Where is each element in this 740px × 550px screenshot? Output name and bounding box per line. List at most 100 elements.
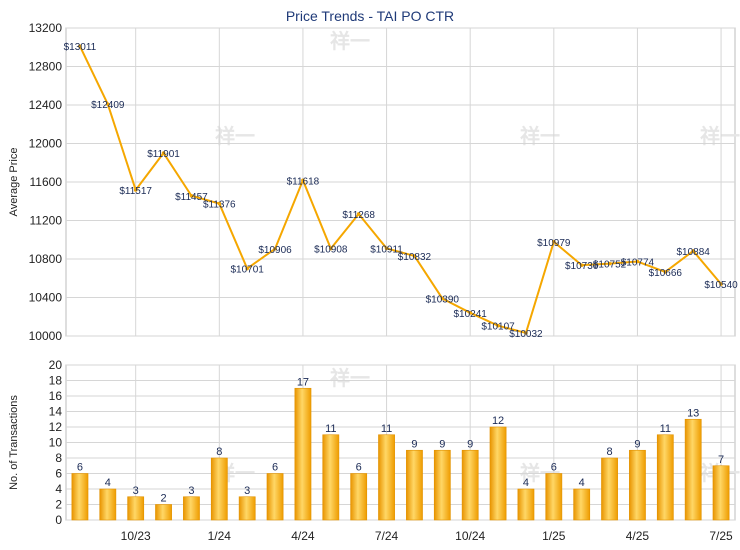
transactions-y-tick-label: 14 (49, 405, 63, 419)
price-point (552, 239, 556, 244)
price-point (663, 270, 668, 274)
price-data-label: $11618 (287, 176, 320, 187)
transactions-x-tick-label: 4/25 (626, 529, 650, 543)
transactions-y-tick-label: 6 (55, 467, 62, 481)
transactions-bar (99, 488, 117, 521)
price-point (217, 201, 222, 206)
transactions-bar (656, 434, 674, 521)
transactions-data-label: 8 (216, 446, 222, 458)
transactions-y-tick-label: 12 (49, 420, 63, 434)
transactions-bar (517, 488, 535, 521)
transactions-data-label: 6 (272, 462, 278, 474)
transactions-bar (266, 473, 284, 521)
price-data-label: $10390 (426, 294, 460, 305)
price-watermark: 祥一 (215, 124, 255, 148)
price-point (635, 259, 640, 264)
transactions-x-tick-label: 10/24 (455, 529, 485, 543)
transactions-data-label: 3 (188, 485, 194, 497)
transactions-data-label: 17 (297, 376, 309, 388)
price-point (356, 212, 361, 216)
transactions-y-tick-label: 20 (49, 358, 63, 372)
price-y-axis-label: Average Price (8, 148, 20, 217)
price-y-tick-label: 11600 (30, 175, 63, 189)
price-data-label: $10540 (704, 280, 738, 291)
transactions-data-label: 9 (634, 438, 640, 450)
price-data-label: $10906 (258, 245, 292, 256)
transactions-bar (322, 434, 340, 521)
price-point (273, 246, 277, 251)
transactions-data-label: 13 (687, 407, 699, 419)
transactions-x-tick-label: 7/25 (709, 529, 733, 543)
transactions-x-tick-label: 4/24 (291, 529, 315, 543)
price-data-label: $10032 (509, 329, 543, 340)
transactions-data-label: 4 (523, 477, 529, 489)
transactions-bar (601, 457, 618, 521)
price-data-label: $13011 (64, 42, 97, 53)
transactions-y-tick-label: 10 (49, 436, 63, 450)
price-data-label: $11457 (175, 192, 208, 203)
price-y-tick-label: 13200 (29, 21, 63, 35)
price-data-label: $10241 (454, 309, 488, 320)
price-point (301, 178, 305, 183)
price-y-tick-label: 10800 (29, 252, 63, 266)
price-y-tick-label: 12400 (29, 98, 63, 112)
transactions-data-label: 4 (105, 477, 111, 489)
transactions-watermark: 祥一 (330, 366, 370, 390)
price-y-tick-label: 10000 (29, 329, 63, 343)
price-data-label: $10979 (537, 238, 571, 249)
price-y-tick-label: 12800 (29, 60, 63, 74)
transactions-data-label: 11 (325, 423, 336, 435)
transactions-bar (294, 387, 312, 521)
price-point (691, 249, 695, 253)
transactions-x-tick-label: 7/24 (375, 529, 399, 543)
price-data-label: $11268 (342, 210, 375, 221)
transactions-y-tick-label: 2 (55, 498, 62, 512)
price-data-label: $11517 (119, 186, 152, 197)
transactions-data-label: 6 (77, 462, 83, 474)
transactions-bar (433, 449, 451, 521)
price-series-line (79, 45, 722, 334)
price-point (161, 151, 166, 155)
transactions-bar (684, 418, 702, 521)
transactions-bar (127, 496, 145, 521)
price-data-label: $10832 (398, 252, 432, 263)
transactions-x-tick-label: 1/24 (208, 529, 232, 543)
transactions-data-label: 2 (161, 493, 167, 505)
price-point (412, 254, 417, 258)
price-point (496, 323, 500, 328)
price-point (607, 261, 612, 266)
price-watermark: 祥一 (330, 29, 370, 53)
price-point (78, 44, 82, 48)
price-data-label: $10701 (231, 265, 265, 276)
transactions-bar (489, 426, 507, 521)
price-y-tick-label: 11200 (30, 214, 63, 228)
price-data-label: $10666 (649, 268, 683, 279)
price-point (133, 188, 138, 192)
price-point (384, 246, 389, 251)
price-point (440, 296, 445, 301)
transactions-bar (71, 473, 89, 521)
price-y-tick-label: 12000 (29, 137, 63, 151)
price-point (189, 193, 194, 198)
price-point (245, 266, 249, 271)
transactions-y-axis-label: No. of Transactions (8, 395, 20, 490)
transactions-bar (238, 496, 256, 521)
transactions-data-label: 11 (381, 423, 392, 435)
transactions-data-label: 12 (492, 415, 504, 427)
transactions-y-tick-label: 4 (55, 482, 62, 496)
transactions-bar (406, 449, 423, 521)
price-point (719, 282, 723, 286)
price-data-label: $10736 (565, 261, 599, 272)
price-watermark: 祥一 (700, 124, 740, 148)
transactions-bar (712, 465, 730, 521)
price-data-label: $11901 (147, 149, 180, 160)
price-data-label: $11376 (203, 200, 236, 211)
transactions-bar (155, 504, 172, 521)
price-point (524, 331, 528, 335)
transactions-data-label: 4 (579, 477, 585, 489)
price-data-label: $10774 (621, 258, 655, 269)
transactions-data-label: 6 (551, 462, 557, 474)
transactions-data-label: 6 (356, 462, 362, 474)
transactions-data-label: 9 (411, 438, 417, 450)
